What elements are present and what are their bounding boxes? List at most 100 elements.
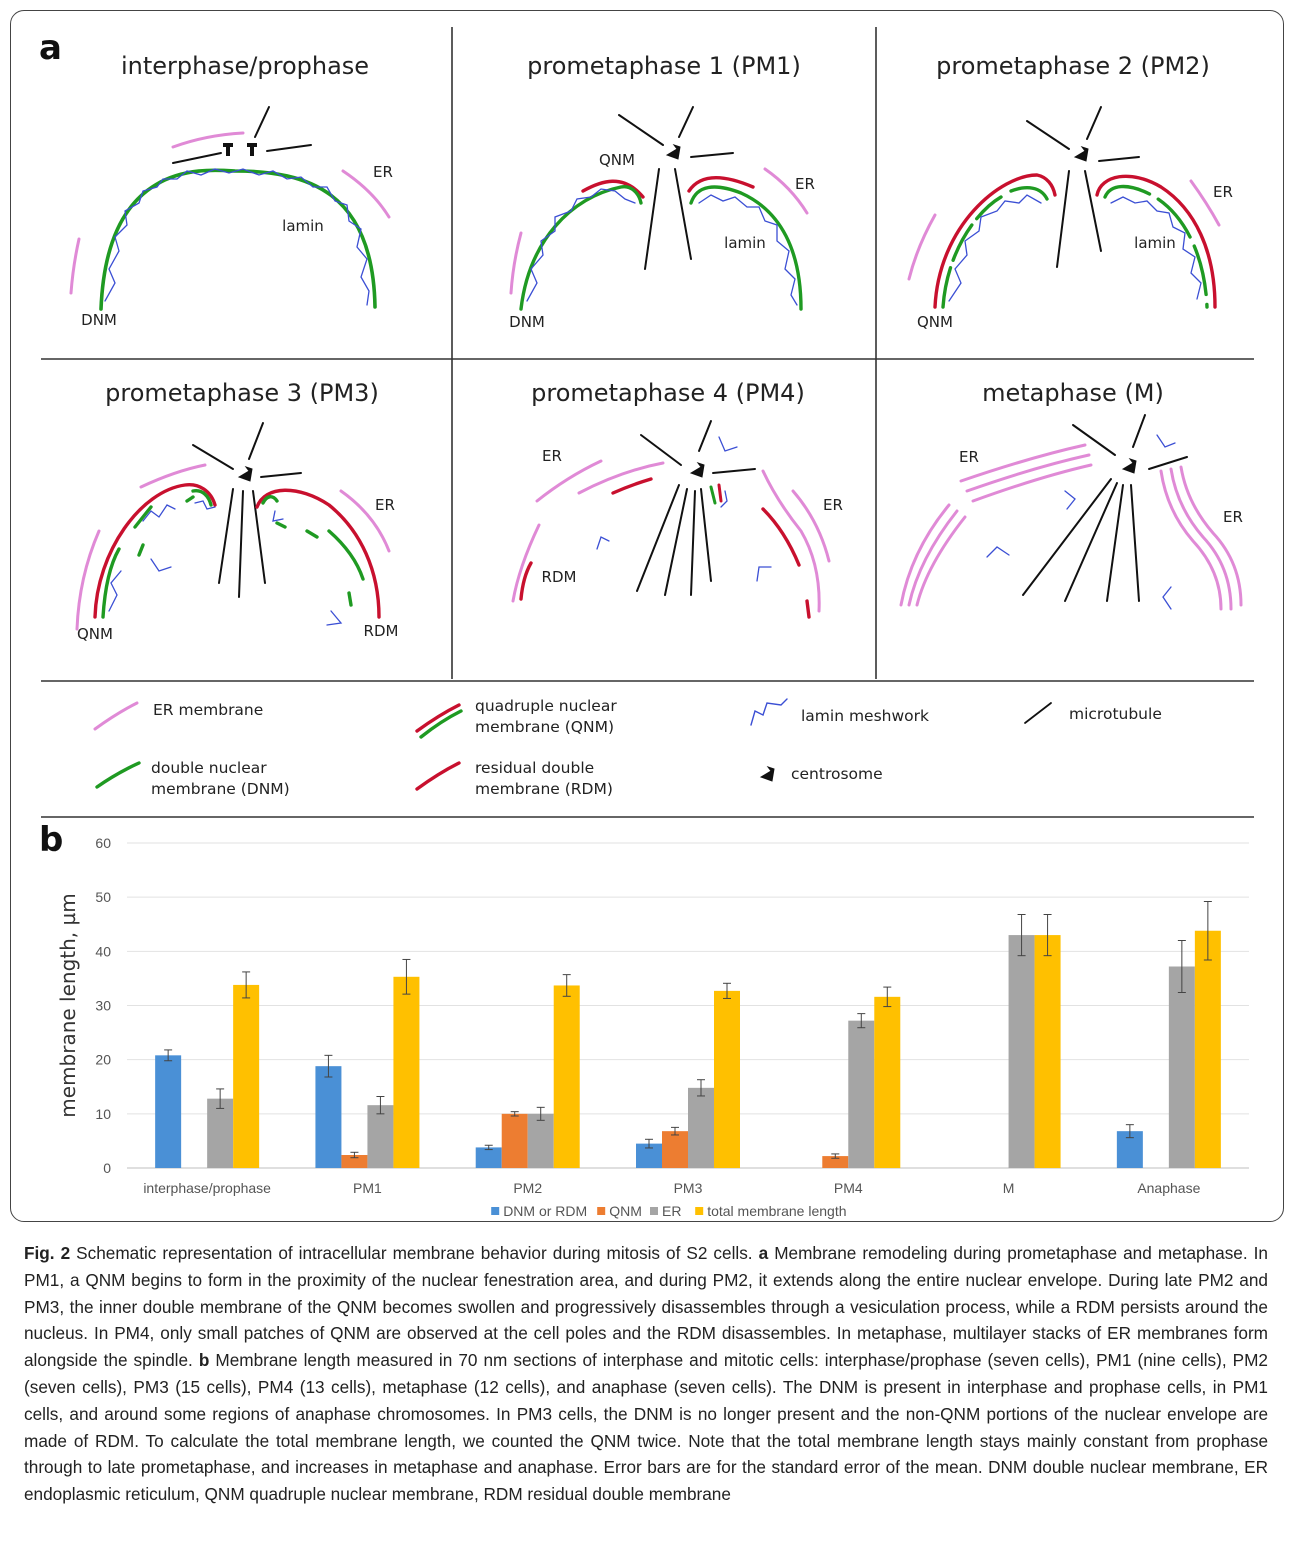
- y-tick-label: 60: [95, 835, 111, 851]
- microtubule: [690, 152, 734, 158]
- bar-qnm: [501, 1113, 528, 1168]
- qnm-red: [933, 173, 1057, 309]
- diagram-pm2: [907, 106, 1221, 309]
- bar-er: [1168, 966, 1195, 1168]
- centrosome-icon: [1073, 146, 1089, 162]
- legend-qnm-swatch: [419, 709, 463, 739]
- microtubule: [1106, 484, 1124, 602]
- er-membrane: [171, 131, 245, 149]
- er-membrane: [535, 459, 603, 503]
- lamin-meshwork: [194, 500, 216, 510]
- centrosome-icon: [1121, 458, 1137, 474]
- qnm-red: [717, 483, 723, 503]
- x-tick-label: PM4: [834, 1180, 863, 1196]
- bar-qnm: [662, 1131, 688, 1168]
- legend-swatch: [597, 1207, 606, 1215]
- y-axis-label: membrane length, µm: [56, 893, 80, 1117]
- panel-b-letter: b: [39, 820, 63, 860]
- figure-canvas: a interphase/prophase prometaphase 1 (PM…: [39, 27, 1254, 1219]
- microtubule: [252, 490, 266, 584]
- qnm-red: [687, 176, 755, 193]
- y-tick-label: 40: [95, 943, 111, 959]
- centrosome-icon: [665, 144, 681, 160]
- vesicle: [275, 521, 287, 529]
- er-membrane: [139, 463, 207, 489]
- er-membrane: [965, 453, 1091, 493]
- microtubule: [248, 422, 264, 460]
- figure-caption: Fig. 2 Schematic representation of intra…: [24, 1240, 1268, 1508]
- legend-swatch: [650, 1207, 658, 1215]
- x-tick-label: M: [1003, 1180, 1015, 1196]
- er-membrane: [907, 509, 959, 607]
- caption-b-label: b: [198, 1350, 210, 1371]
- bar-total-membrane-length: [714, 990, 740, 1168]
- lamin-meshwork: [986, 546, 1010, 558]
- diagram-interphase: [69, 106, 391, 311]
- bar-er: [1008, 935, 1035, 1168]
- panel-title-pm3: prometaphase 3 (PM3): [105, 379, 379, 407]
- er-membrane: [763, 167, 809, 215]
- diagram-pm3: [75, 422, 391, 631]
- bar-er: [527, 1113, 554, 1168]
- caption-b-text: Membrane length measured in 70 nm sectio…: [24, 1350, 1268, 1505]
- panel-title-metaphase: metaphase (M): [982, 379, 1164, 407]
- x-tick-label: PM3: [674, 1180, 703, 1196]
- er-membrane: [341, 169, 391, 219]
- lamin-meshwork: [718, 436, 738, 452]
- er-membrane: [1189, 179, 1221, 227]
- bar-total-membrane-length: [553, 985, 580, 1168]
- microtubule: [678, 106, 694, 138]
- legend-dnm-label-1: double nuclear: [151, 759, 267, 777]
- microtubule: [238, 490, 244, 598]
- lamin-meshwork: [108, 570, 122, 612]
- microtubule: [674, 168, 692, 260]
- rdm-membrane: [761, 507, 801, 567]
- panel-a-grid: [41, 27, 1254, 818]
- qnm-green: [941, 195, 1003, 309]
- diagram-pm1: [509, 106, 809, 311]
- lamin-meshwork: [150, 558, 172, 572]
- panel-title-interphase: interphase/prophase: [121, 52, 369, 80]
- bar-dnm-or-rdm: [315, 1066, 342, 1168]
- er-membrane: [899, 503, 951, 607]
- microtubule: [218, 488, 234, 584]
- legend-centrosome-icon: [759, 766, 775, 782]
- qnm-red: [93, 483, 217, 619]
- microtubule: [636, 484, 680, 592]
- rdm-membrane: [805, 599, 811, 619]
- microtubule: [644, 168, 660, 270]
- qnm-green: [191, 489, 213, 507]
- qnm-green: [261, 495, 279, 505]
- legend-centrosome-label: centrosome: [791, 765, 883, 783]
- label-qnm: QNM: [77, 625, 113, 643]
- label-rdm: RDM: [542, 568, 577, 586]
- panel-title-pm4: prometaphase 4 (PM4): [531, 379, 805, 407]
- y-tick-label: 20: [95, 1052, 111, 1068]
- label-dnm: DNM: [81, 311, 117, 329]
- panel-title-pm1: prometaphase 1 (PM1): [527, 52, 801, 80]
- vesicle: [137, 543, 145, 557]
- er-membrane: [791, 489, 831, 563]
- legend-er-label: ER membrane: [153, 701, 263, 719]
- y-tick-label: 10: [95, 1106, 111, 1122]
- microtubule: [1022, 478, 1112, 596]
- lamin-meshwork: [526, 188, 636, 302]
- er-membrane: [1179, 465, 1243, 607]
- diagram-metaphase: [899, 414, 1243, 611]
- qnm-green: [327, 529, 365, 581]
- caption-intro: Schematic representation of intracellula…: [70, 1243, 759, 1263]
- centrosome-icon: [689, 462, 705, 478]
- panel-title-pm2: prometaphase 2 (PM2): [936, 52, 1210, 80]
- lamin-meshwork: [1156, 434, 1176, 448]
- microtubule: [690, 490, 696, 596]
- legend-er-swatch: [93, 701, 139, 731]
- centrosome-icon: [237, 466, 253, 482]
- er-membrane: [1159, 469, 1223, 611]
- bar-total-membrane-length: [233, 984, 260, 1168]
- label-lamin: lamin: [1134, 234, 1176, 252]
- bar-total-membrane-length: [1194, 930, 1221, 1168]
- qnm-green: [1009, 186, 1049, 201]
- bar-qnm: [822, 1156, 849, 1168]
- microtubule: [1084, 170, 1102, 252]
- bar-total-membrane-length: [393, 976, 420, 1168]
